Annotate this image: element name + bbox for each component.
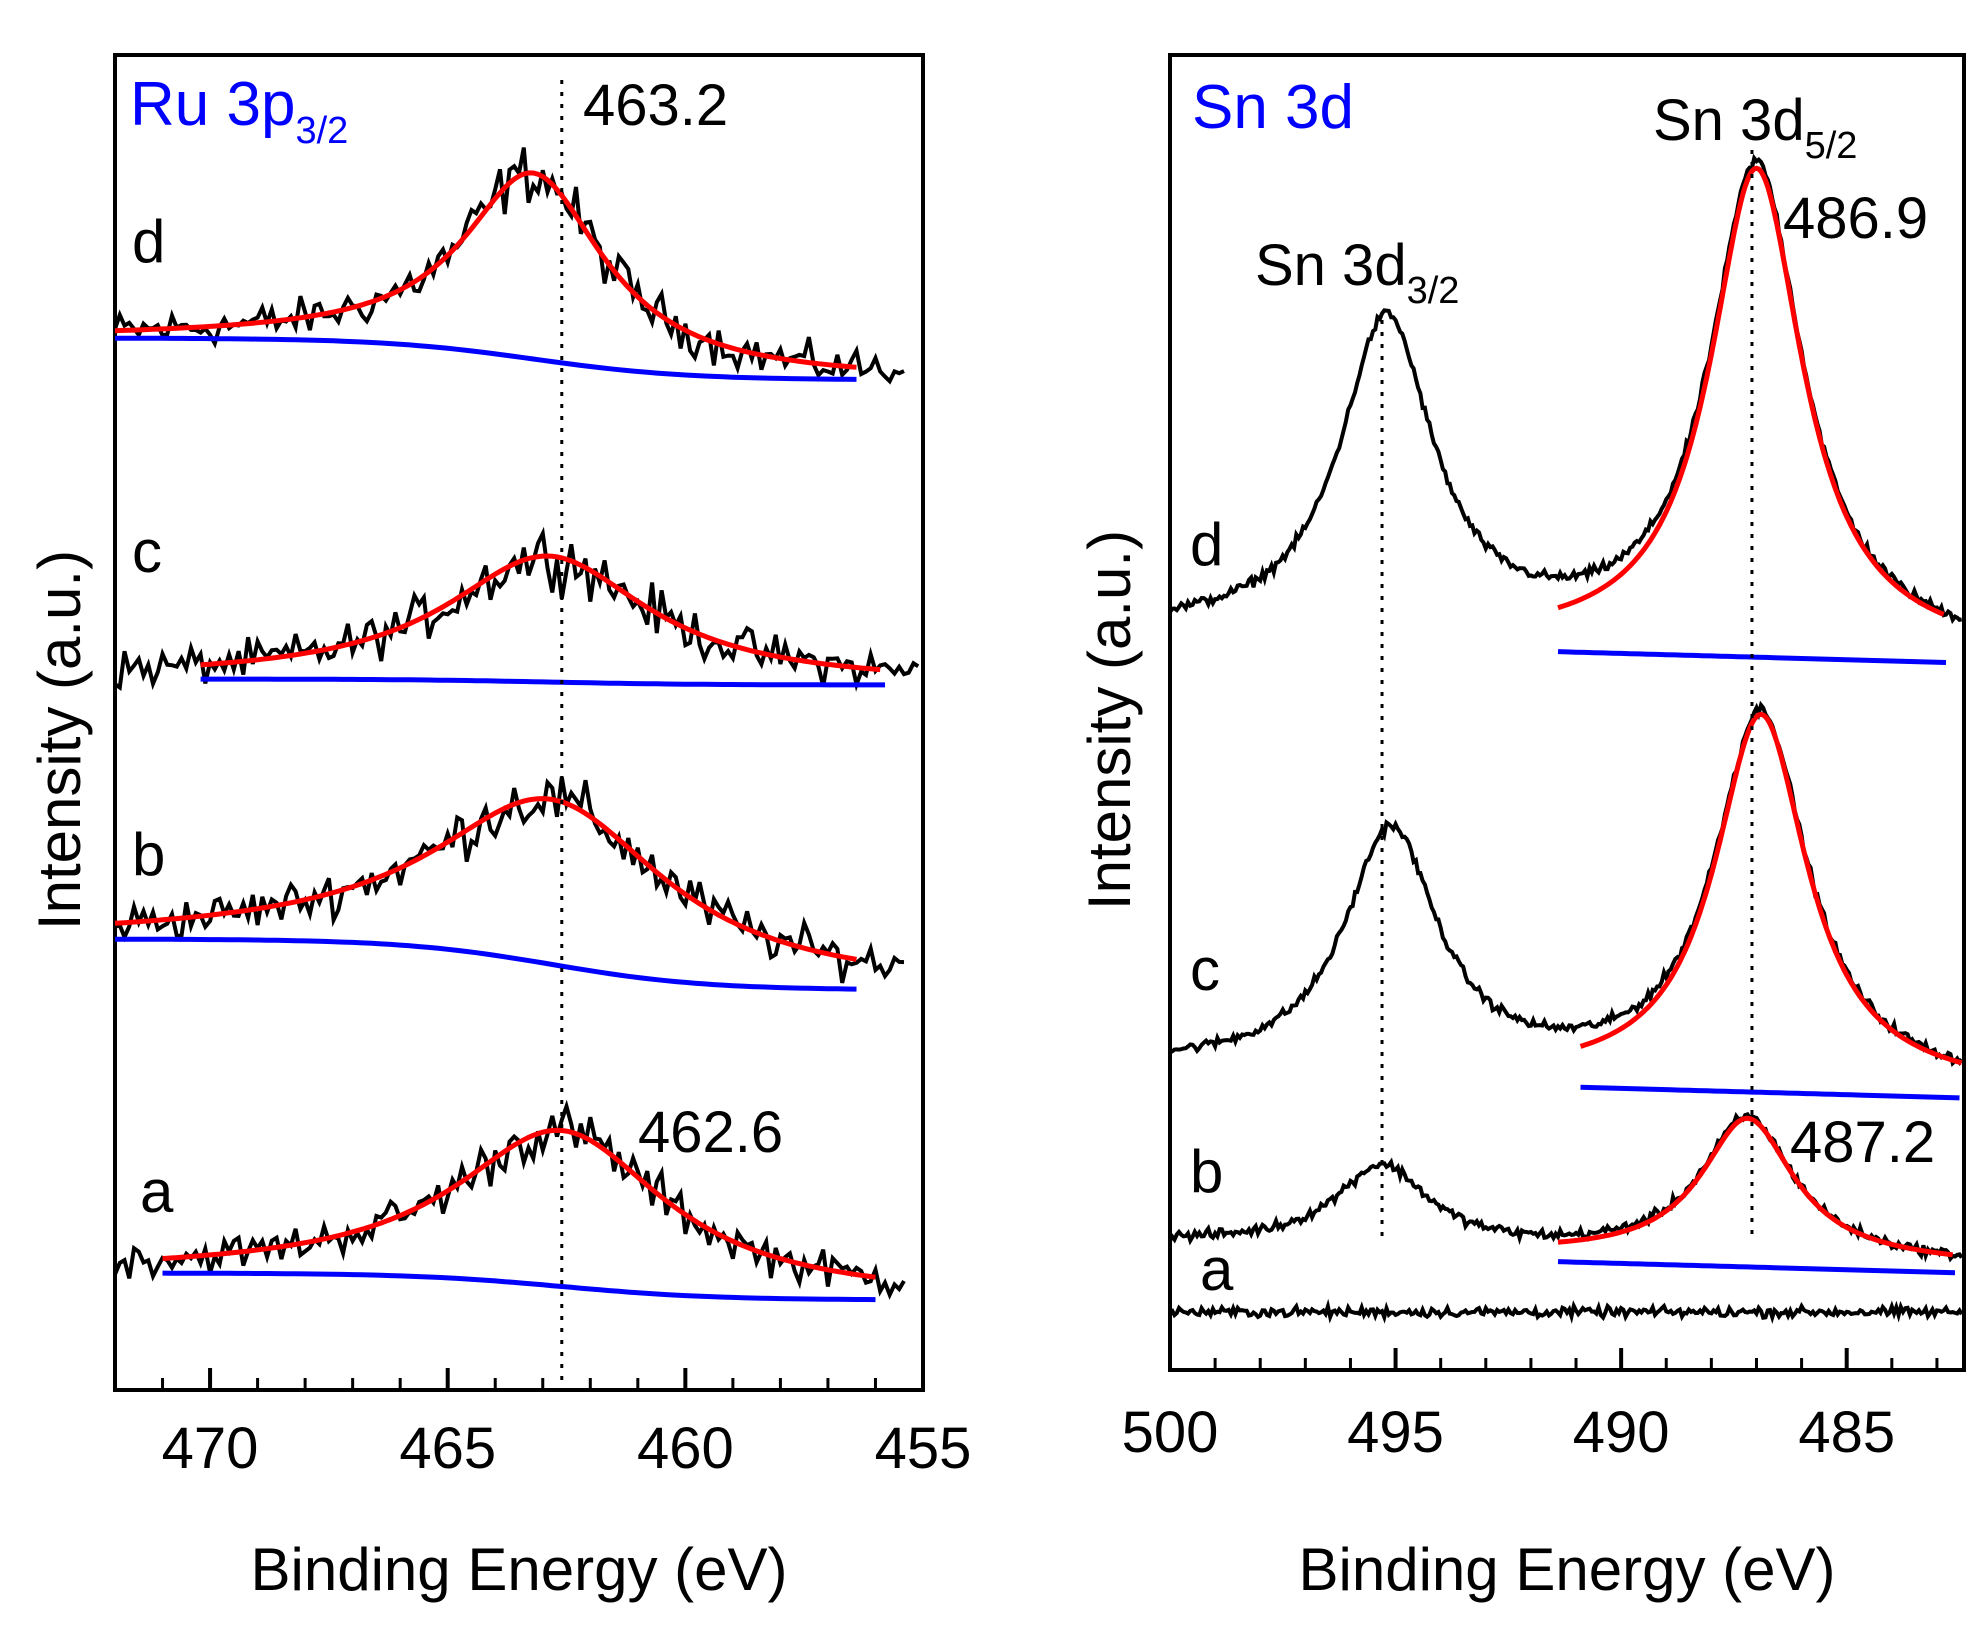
sn-traces <box>1168 153 1964 1325</box>
sn-plot-frame <box>1168 53 1966 1372</box>
ru-background-d <box>115 335 857 382</box>
ru-peak-label-a: 462.6 <box>638 1100 783 1165</box>
sn-data-a <box>1169 1298 1964 1325</box>
sn-series-label-a: a <box>1200 1236 1234 1303</box>
sn-x-tick-label: 485 <box>1798 1400 1895 1465</box>
ru-fit-d <box>114 170 857 370</box>
ru-series-label-b: b <box>132 821 165 888</box>
ru-background-a <box>162 1270 876 1303</box>
sn-x-axis: 500 495 490 485 <box>1122 1348 1939 1465</box>
ru-fit-b <box>114 796 857 962</box>
ru-background-c <box>200 676 885 688</box>
ru-3p-panel: 470 465 460 455 Ru 3p3/2 463.2 462.6 d c b … <box>26 53 972 1603</box>
sn-background-b <box>1557 1259 1956 1276</box>
ru-peak-label-d: 463.2 <box>583 73 728 138</box>
sn-3d3-label: Sn 3d3/2 <box>1255 233 1459 312</box>
ru-x-tick-label: 455 <box>875 1416 972 1481</box>
sn-panel-title: Sn 3d <box>1192 73 1354 142</box>
sn-fit-d <box>1557 165 1945 617</box>
ru-fit-c <box>200 553 881 673</box>
ru-data-c <box>113 526 920 692</box>
sn-3d-panel: 500 495 490 485 Sn 3d Sn 3d5/2 Sn 3d3/2 486… <box>1076 53 1966 1603</box>
sn-series-label-d: d <box>1190 511 1223 578</box>
ru-traces <box>113 147 920 1303</box>
sn-data-c <box>1169 700 1964 1067</box>
sn-series-label-c: c <box>1190 936 1220 1003</box>
sn-3d5-label: Sn 3d5/2 <box>1653 88 1857 167</box>
ru-series-label-d: d <box>132 208 165 275</box>
ru-background-b <box>115 936 857 992</box>
ru-fit-a <box>162 1127 876 1280</box>
sn-x-tick-label: 495 <box>1347 1400 1444 1465</box>
ru-panel-title: Ru 3p3/2 <box>130 70 348 152</box>
ru-data-a <box>113 1099 906 1300</box>
ru-x-axis: 470 465 460 455 <box>161 1368 972 1481</box>
sn-x-tick-label: 490 <box>1573 1400 1670 1465</box>
sn-series-label-b: b <box>1190 1138 1223 1205</box>
sn-background-c <box>1580 1084 1960 1101</box>
ru-series-label-c: c <box>132 518 162 585</box>
sn-x-tick-label: 500 <box>1122 1400 1219 1465</box>
sn-fit-b <box>1557 1115 1954 1258</box>
ru-plot-frame <box>113 53 925 1392</box>
sn-fit-c <box>1579 711 1963 1066</box>
sn-x-axis-label: Binding Energy (eV) <box>1299 1536 1836 1603</box>
sn-peak-label-b: 487.2 <box>1790 1110 1935 1175</box>
ru-x-axis-label: Binding Energy (eV) <box>251 1536 788 1603</box>
sn-peak-label-d: 486.9 <box>1783 186 1928 251</box>
ru-x-tick-label: 470 <box>162 1416 259 1481</box>
ru-series-label-a: a <box>140 1158 174 1225</box>
ru-x-tick-label: 465 <box>399 1416 496 1481</box>
sn-y-axis-label: Intensity (a.u.) <box>1076 530 1143 910</box>
ru-y-axis-label: Intensity (a.u.) <box>26 550 93 930</box>
ru-x-tick-label: 460 <box>637 1416 734 1481</box>
